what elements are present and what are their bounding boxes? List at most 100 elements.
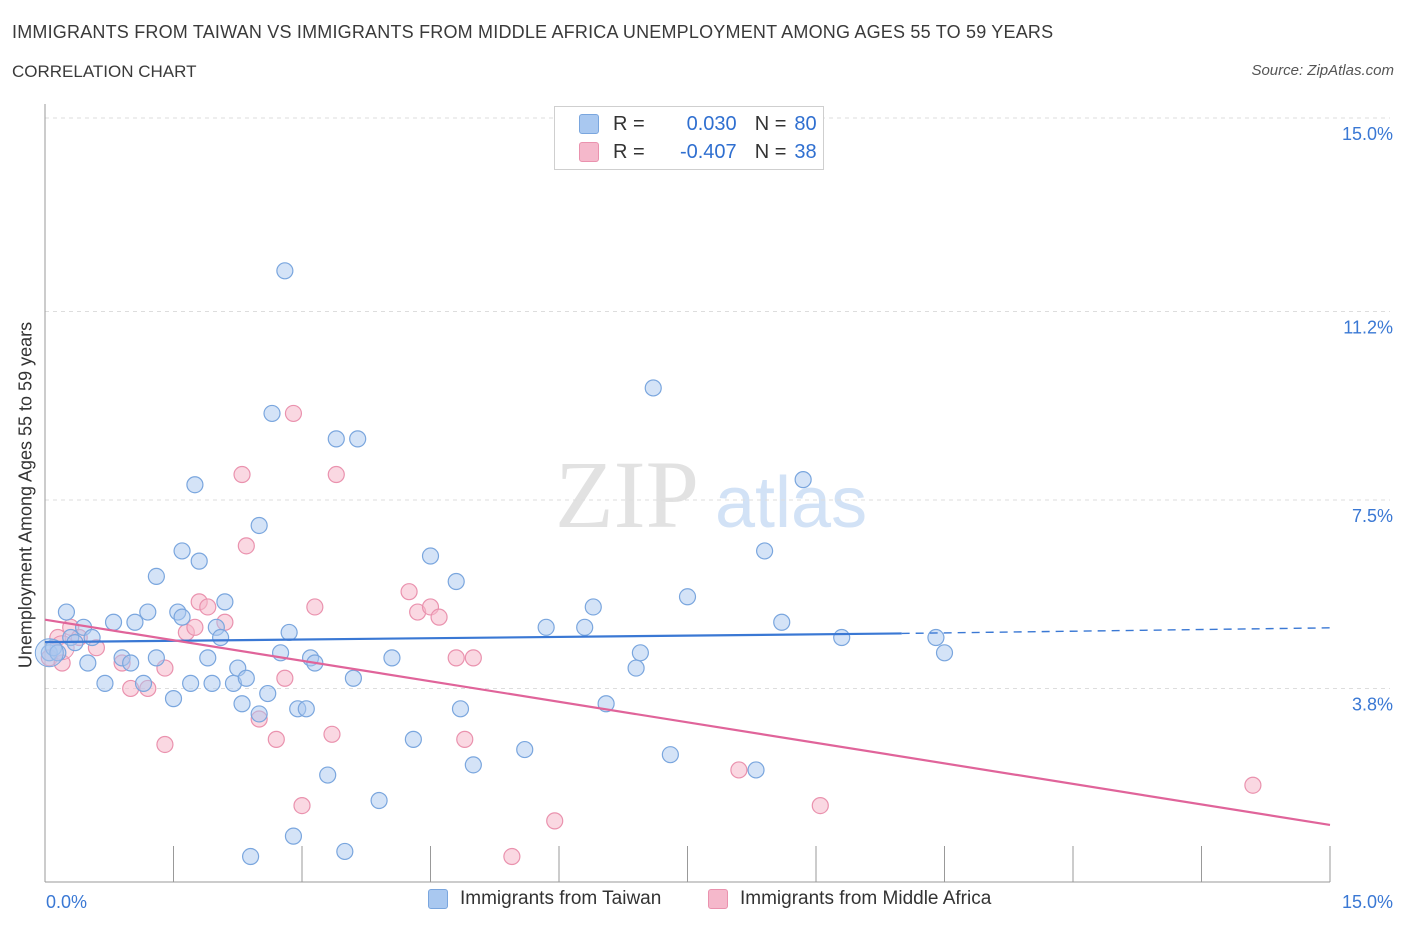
data-point-middle-africa [284, 404, 303, 423]
data-point-taiwan [57, 603, 76, 621]
data-point-taiwan [250, 516, 268, 535]
data-point-taiwan [661, 746, 679, 764]
data-point-taiwan [147, 567, 165, 586]
data-point-taiwan [755, 542, 774, 560]
stats-row-taiwan: R = 0.030 N = 80 [579, 110, 817, 138]
data-point-taiwan [584, 598, 602, 616]
r-label: R = [613, 140, 645, 163]
trend-lines [44, 618, 1331, 827]
data-point-taiwan [164, 690, 183, 708]
data-point-taiwan [79, 654, 97, 672]
trend-line-taiwan-extension [901, 627, 1331, 635]
r-label: R = [613, 112, 645, 135]
grid-lines [45, 117, 1390, 689]
data-point-taiwan [297, 700, 315, 718]
data-point-taiwan [370, 791, 388, 810]
legend-item-taiwan[interactable]: Immigrants from Taiwan [428, 888, 661, 910]
data-point-middle-africa [237, 537, 255, 555]
data-point-taiwan [627, 659, 645, 677]
data-point-taiwan [190, 552, 208, 570]
data-point-taiwan [259, 684, 277, 703]
y-tick-label: 3.8% [1352, 694, 1393, 714]
data-point-taiwan [126, 613, 144, 631]
series-taiwan-points [34, 262, 954, 866]
data-point-middle-africa [323, 725, 341, 743]
data-point-middle-africa [267, 730, 285, 748]
y-axis-label: Unemployment Among Ages 55 to 59 years [15, 321, 36, 669]
stats-legend: R = 0.030 N = 80 R = -0.407 N = 38 [554, 106, 824, 170]
data-point-taiwan [576, 618, 594, 636]
data-point-taiwan [212, 628, 230, 647]
data-point-taiwan [773, 613, 791, 631]
data-point-taiwan [280, 623, 298, 642]
taiwan-n-value: 80 [794, 112, 817, 135]
x-tick-label: 15.0% [1342, 892, 1393, 912]
axes [44, 104, 1331, 883]
data-point-middle-africa [327, 465, 345, 484]
data-point-taiwan [147, 649, 165, 667]
data-point-middle-africa [464, 649, 482, 667]
data-point-taiwan [447, 572, 465, 591]
data-point-middle-africa [811, 796, 829, 815]
data-point-taiwan [49, 644, 67, 662]
data-point-taiwan [186, 476, 204, 494]
data-point-taiwan [344, 669, 362, 687]
data-point-taiwan [104, 613, 123, 631]
africa-r-value: -0.407 [679, 140, 737, 163]
stats-row-africa: R = -0.407 N = 38 [579, 138, 817, 166]
tick-labels: 3.8% 7.5% 11.2% 15.0% 0.0% 15.0% [46, 124, 1393, 912]
data-point-middle-africa [156, 735, 174, 754]
africa-swatch [579, 142, 599, 162]
data-point-taiwan [199, 649, 217, 667]
data-point-taiwan [96, 674, 114, 692]
x-tick-label: 0.0% [46, 892, 87, 912]
data-point-middle-africa [186, 618, 204, 636]
data-point-middle-africa [400, 583, 418, 601]
trend-line-taiwan [44, 632, 902, 644]
data-point-taiwan [263, 404, 281, 423]
data-point-taiwan [747, 761, 765, 779]
data-point-taiwan [451, 700, 470, 718]
data-point-taiwan [34, 638, 64, 668]
data-point-taiwan [644, 379, 662, 397]
data-point-middle-africa [233, 465, 251, 484]
data-point-taiwan [678, 588, 697, 606]
data-point-taiwan [319, 766, 337, 784]
watermark: ZIP atlas [555, 441, 867, 548]
data-point-taiwan [516, 740, 534, 759]
trend-line-middle-africa [44, 618, 1331, 827]
data-point-middle-africa [730, 761, 748, 779]
africa-legend-swatch [708, 889, 728, 909]
data-point-middle-africa [546, 812, 564, 830]
data-point-taiwan [284, 827, 303, 845]
data-point-taiwan [349, 430, 367, 448]
data-point-taiwan [421, 547, 440, 565]
data-point-taiwan [794, 471, 812, 489]
n-label: N = [754, 112, 787, 135]
source-label: Source: ZipAtlas.com [1251, 62, 1394, 79]
y-tick-label: 7.5% [1352, 506, 1393, 526]
data-point-middle-africa [293, 796, 311, 815]
data-point-taiwan [250, 705, 268, 723]
data-point-taiwan [537, 618, 555, 636]
data-point-taiwan [833, 628, 851, 647]
y-tick-label: 15.0% [1342, 124, 1393, 144]
watermark-atlas: atlas [715, 463, 867, 543]
data-point-middle-africa [199, 598, 217, 616]
data-point-taiwan [134, 674, 153, 692]
data-point-middle-africa [430, 608, 448, 626]
data-point-taiwan [203, 674, 221, 692]
n-label: N = [754, 140, 787, 163]
data-point-taiwan [237, 669, 255, 687]
data-point-taiwan [464, 756, 482, 774]
data-point-taiwan [404, 730, 422, 748]
data-point-taiwan [182, 674, 200, 692]
series-legend: Immigrants from Taiwan Immigrants from M… [0, 888, 1406, 916]
legend-label-taiwan: Immigrants from Taiwan [460, 888, 662, 909]
data-point-taiwan [927, 628, 945, 647]
data-point-middle-africa [1244, 776, 1262, 794]
data-point-taiwan [173, 608, 191, 626]
legend-item-africa[interactable]: Immigrants from Middle Africa [708, 888, 991, 910]
data-point-taiwan [83, 628, 101, 647]
taiwan-legend-swatch [428, 889, 448, 909]
